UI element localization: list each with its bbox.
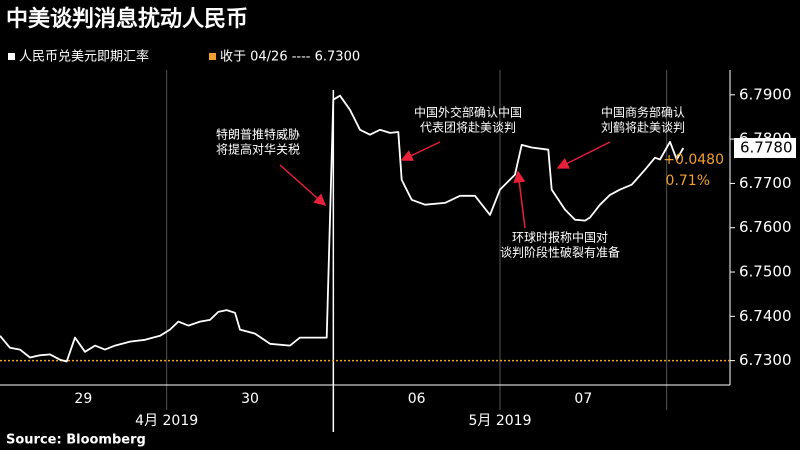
annotation-text: 将提高对华关税 (216, 142, 300, 157)
annotation-text: 刘鹤将赴美谈判 (601, 120, 685, 135)
legend-swatch (8, 53, 15, 60)
annotation-text: 特朗普推特威胁 (216, 127, 300, 142)
annotation-text: 谈判阶段性破裂有准备 (500, 245, 620, 260)
annotation-text: 中国商务部确认 (601, 105, 685, 120)
x-tick-label: 07 (574, 391, 592, 407)
chart-title: 中美谈判消息扰动人民币 (6, 6, 248, 32)
annotation-text: 中国外交部确认中国 (414, 105, 522, 120)
x-tick-label: 06 (408, 391, 426, 407)
annotation-text: 代表团将赴美谈判 (420, 121, 516, 135)
annotation-text: 环球时报称中国对 (512, 230, 608, 245)
y-tick-label: 6.7900 (739, 85, 792, 103)
change-label: +0.0480 (663, 152, 724, 168)
y-tick-label: 6.7700 (739, 174, 792, 192)
x-group-label: 5月 2019 (469, 413, 532, 429)
x-group-label: 4月 2019 (135, 413, 198, 429)
end-label-box (734, 137, 796, 158)
x-tick-label: 29 (74, 391, 92, 407)
end-label: 6.7780 (740, 138, 793, 156)
change-pct-label: 0.71% (666, 173, 710, 189)
source: Source: Bloomberg (6, 433, 146, 448)
legend-label: 收于 04/26 ---- 6.7300 (220, 50, 360, 65)
annotation-arrow (513, 170, 526, 229)
annotation-arrow (556, 141, 611, 169)
y-tick-label: 6.7300 (739, 351, 792, 369)
x-tick-label: 30 (241, 391, 259, 407)
y-tick-label: 6.7600 (739, 218, 792, 236)
legend-swatch (209, 53, 216, 60)
y-tick-label: 6.7500 (739, 263, 792, 281)
annotation-arrow (279, 164, 327, 206)
series-line (0, 94, 685, 363)
annotation-arrow (400, 141, 441, 161)
legend-label: 人民币兑美元即期汇率 (19, 49, 149, 65)
y-tick-label: 6.7400 (739, 307, 792, 325)
